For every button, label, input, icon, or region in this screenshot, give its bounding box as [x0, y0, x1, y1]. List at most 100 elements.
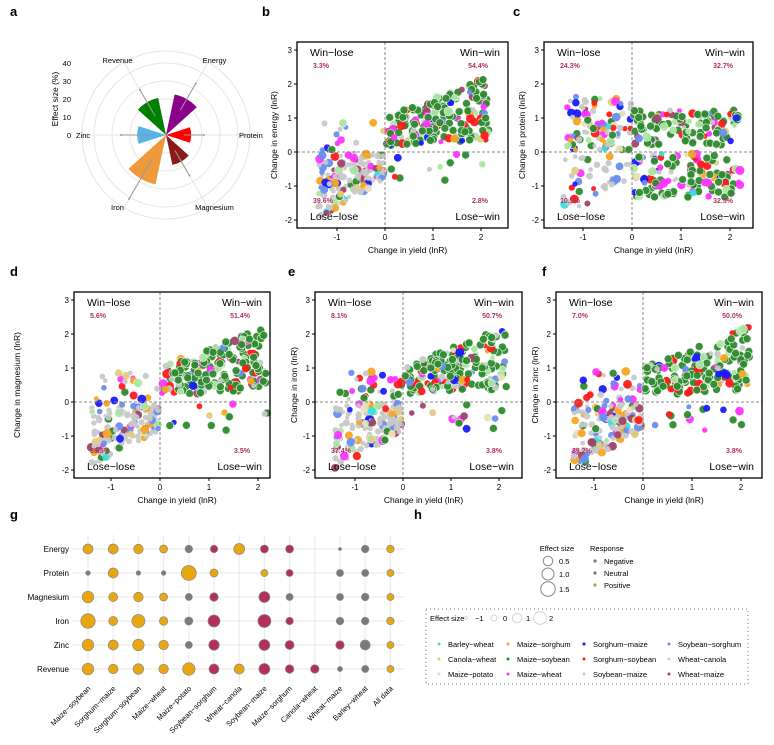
legend-title-effect-size: Effect size [540, 544, 574, 553]
data-point [154, 385, 161, 392]
x-axis-title: Change in yield (lnR) [368, 245, 448, 255]
data-point [608, 368, 618, 378]
data-point [621, 367, 631, 376]
bubble [233, 543, 246, 555]
legend-group-dot [667, 642, 671, 646]
data-point [352, 162, 357, 167]
data-point [718, 128, 728, 138]
data-point [601, 146, 608, 152]
data-point [206, 412, 213, 419]
bubble [107, 639, 119, 651]
data-point [714, 177, 723, 187]
data-point [651, 421, 659, 429]
data-point [687, 149, 697, 159]
data-point [331, 464, 339, 472]
data-point [634, 134, 643, 143]
quadrant-pct-lose-win: 32.5% [713, 198, 734, 205]
legend-size-circle [533, 611, 547, 625]
data-point [460, 412, 468, 420]
legend-group-dot [582, 657, 586, 661]
data-point [346, 396, 351, 402]
category-label: Zinc [76, 131, 90, 140]
data-point [360, 161, 367, 168]
data-point [587, 438, 597, 447]
data-point [146, 415, 153, 422]
data-point [133, 414, 140, 421]
data-point [497, 373, 506, 381]
y-tick-label: 1 [288, 114, 293, 123]
data-point [663, 189, 673, 199]
bar-protein [166, 127, 192, 143]
data-point [591, 186, 597, 192]
data-point [427, 372, 435, 380]
x-tick-label: -1 [579, 233, 587, 242]
polar-chart-a: Energy Protein Magnesium Iron Zinc Revenue 0 10… [50, 50, 263, 220]
bubble [209, 544, 219, 554]
bar-iron [128, 135, 166, 185]
data-point [624, 395, 632, 403]
data-point [429, 386, 436, 393]
data-point [128, 420, 135, 428]
legend-bubble: Effect size 0.5 1.0 1.5 Response Negative Neut… [540, 544, 634, 597]
data-point [366, 376, 376, 386]
data-point [578, 422, 585, 428]
panel-label-e: e [288, 264, 295, 279]
data-point [385, 113, 395, 122]
data-point [570, 114, 576, 120]
quadrant-pct-lose-lose: 10.5% [560, 198, 581, 205]
data-point [144, 394, 152, 402]
data-point [606, 111, 613, 118]
data-point [354, 377, 359, 382]
bubble [81, 662, 95, 676]
data-point [249, 352, 258, 362]
data-point [393, 424, 401, 432]
data-point [489, 424, 498, 433]
data-point [588, 167, 593, 172]
data-point [480, 103, 487, 111]
quadrant-pct-lose-win: 3.8% [726, 448, 743, 455]
error-bar-iron [128, 158, 153, 200]
data-point [445, 371, 455, 381]
data-point [730, 369, 738, 376]
data-point [563, 141, 572, 150]
data-point [608, 403, 614, 409]
data-point [367, 367, 376, 377]
data-point [345, 415, 350, 420]
x-tick-label: 1 [207, 483, 212, 492]
scatter-chart-c: -1 0 1 2 -2 -1 0 1 2 3 Change in yield (lnR) Change… [517, 41, 754, 255]
data-point [585, 136, 593, 144]
data-point [325, 203, 331, 210]
data-point [459, 137, 466, 144]
y-tick-label: -2 [285, 216, 293, 225]
quadrant-pct-lose-lose: 39.2% [572, 448, 593, 455]
x-axis-title: Change in yield (lnR) [384, 495, 464, 505]
data-point [435, 118, 445, 128]
data-point [343, 198, 348, 204]
quadrant-label-lose-lose: Lose−lose [328, 461, 376, 473]
data-point [462, 99, 471, 108]
points [560, 93, 745, 209]
data-point [251, 361, 261, 370]
data-point [732, 114, 740, 122]
data-point [332, 455, 339, 462]
data-point [426, 166, 432, 172]
bubble [184, 616, 194, 626]
bubble [184, 593, 193, 601]
data-point [332, 405, 339, 411]
data-point [237, 340, 246, 349]
bubble [361, 592, 370, 602]
data-point [592, 143, 597, 148]
data-point [358, 384, 367, 393]
quadrant-pct-win-lose: 7.0% [572, 313, 589, 320]
data-point [605, 160, 612, 167]
data-point [595, 441, 603, 448]
data-point [663, 111, 670, 118]
bubble [386, 569, 395, 577]
row-label: Magnesium [28, 593, 70, 602]
data-point [259, 330, 269, 340]
data-point [579, 409, 586, 415]
data-point [619, 386, 624, 392]
data-point [464, 338, 474, 348]
error-cap [202, 134, 205, 136]
data-point [665, 411, 673, 418]
